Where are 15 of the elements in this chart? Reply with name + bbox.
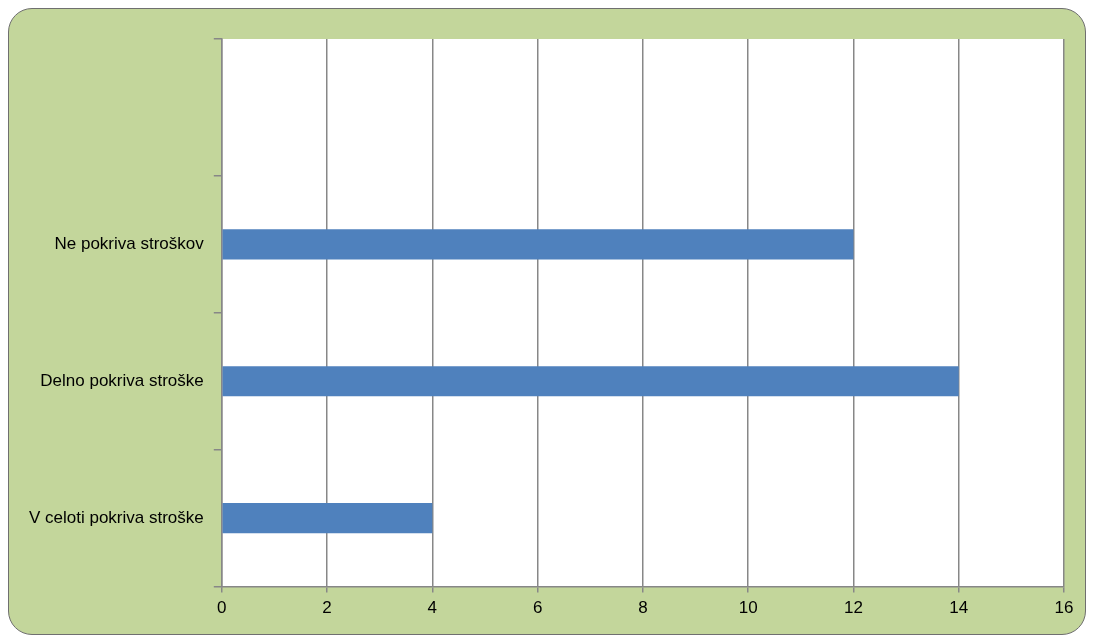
y-tick-label: Delno pokriva stroške: [40, 370, 204, 390]
y-tick-label: Ne pokriva stroškov: [54, 234, 205, 254]
x-tick-label: 6: [532, 598, 543, 618]
bar: [222, 366, 959, 397]
x-tick-label: 12: [843, 598, 863, 618]
x-tick-label: 4: [427, 598, 438, 618]
x-tick-label: 16: [1054, 598, 1074, 618]
bar: [222, 503, 433, 534]
bar: [222, 229, 854, 260]
x-tick-label: 8: [638, 598, 648, 618]
x-tick-label: 2: [322, 598, 332, 618]
x-tick-label: 10: [738, 598, 758, 618]
x-tick-label: 0: [217, 598, 227, 618]
y-tick-label: V celoti pokriva stroške: [28, 507, 204, 527]
x-tick-label: 14: [949, 598, 969, 618]
